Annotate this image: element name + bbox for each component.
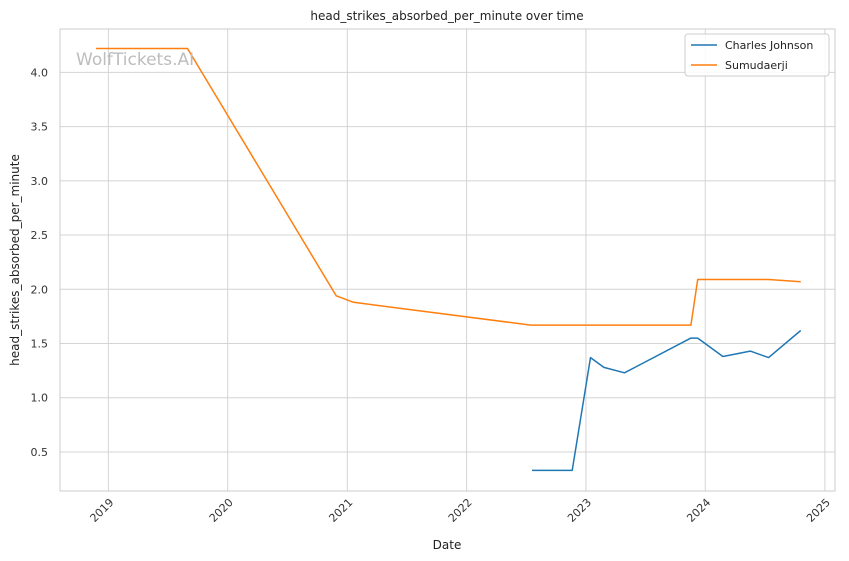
y-tick-label: 3.5 <box>31 121 49 134</box>
x-axis-label: Date <box>433 538 462 552</box>
series-line-charles-johnson <box>532 329 802 472</box>
y-tick-label: 0.5 <box>31 446 49 459</box>
y-tick-labels: 0.5 1.0 1.5 2.0 2.5 3.0 3.5 4.0 <box>31 66 49 459</box>
y-tick-label: 2.5 <box>31 229 49 242</box>
legend-label-sumudaerji: Sumudaerji <box>725 59 788 72</box>
y-tick-label: 1.0 <box>31 392 49 405</box>
watermark-text: WolfTickets.AI <box>76 50 194 70</box>
y-tick-label: 4.0 <box>31 66 49 79</box>
legend: Charles Johnson Sumudaerji <box>684 33 830 77</box>
y-axis-label: head_strikes_absorbed_per_minute <box>8 154 22 366</box>
legend-label-charles-johnson: Charles Johnson <box>725 39 813 52</box>
legend-box <box>684 33 830 77</box>
series-line-sumudaerji <box>96 47 801 326</box>
chart-title: head_strikes_absorbed_per_minute over ti… <box>310 9 583 23</box>
series-lines <box>96 47 802 472</box>
y-tick-label: 1.5 <box>31 338 49 351</box>
y-tick-label: 3.0 <box>31 175 49 188</box>
y-tick-label: 2.0 <box>31 283 49 296</box>
plot-frame <box>59 28 836 492</box>
